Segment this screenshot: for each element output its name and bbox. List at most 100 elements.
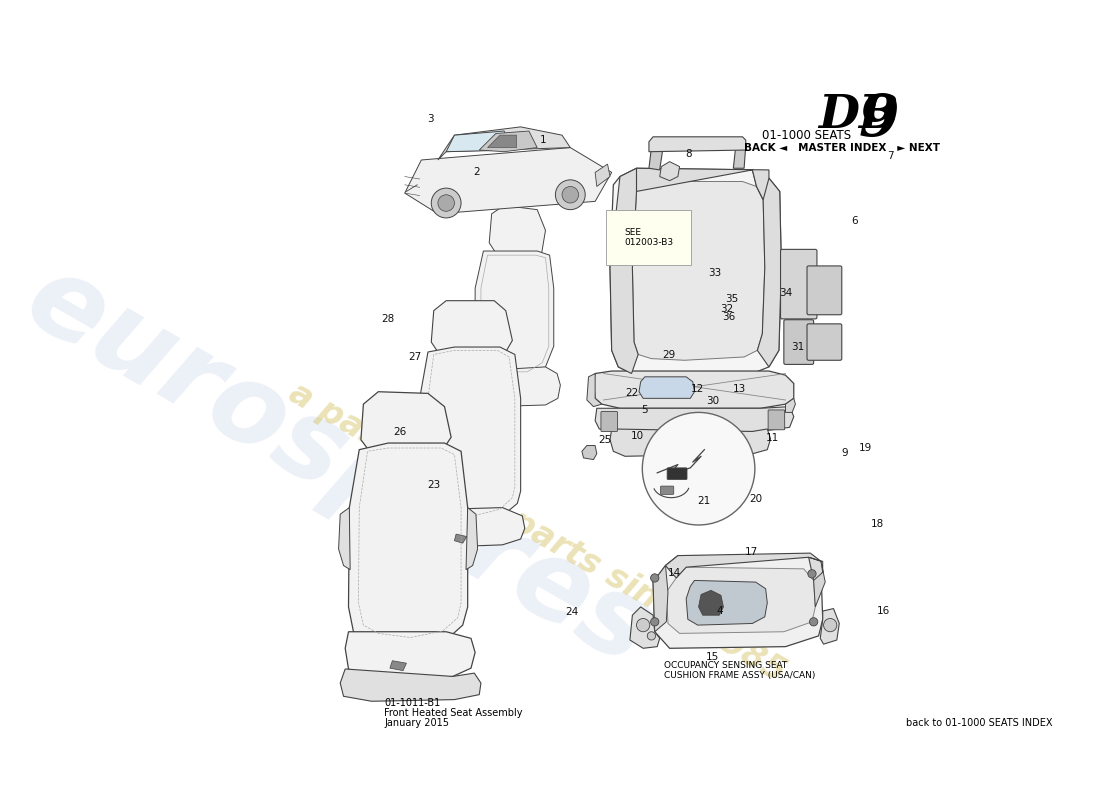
Polygon shape bbox=[454, 534, 466, 543]
Text: 3: 3 bbox=[428, 114, 435, 124]
FancyBboxPatch shape bbox=[807, 324, 842, 360]
Polygon shape bbox=[417, 507, 525, 547]
Text: 9: 9 bbox=[842, 448, 848, 458]
Polygon shape bbox=[686, 581, 768, 625]
Polygon shape bbox=[587, 374, 602, 406]
Text: 16: 16 bbox=[877, 606, 890, 615]
Text: 2: 2 bbox=[473, 166, 480, 177]
Polygon shape bbox=[653, 555, 823, 648]
Polygon shape bbox=[345, 632, 475, 680]
Polygon shape bbox=[660, 162, 680, 181]
Polygon shape bbox=[339, 507, 350, 570]
Circle shape bbox=[824, 618, 837, 632]
Text: a passion for parts since 1985: a passion for parts since 1985 bbox=[283, 376, 791, 689]
FancyBboxPatch shape bbox=[807, 266, 842, 314]
Text: 35: 35 bbox=[726, 294, 739, 304]
Polygon shape bbox=[447, 131, 513, 152]
FancyBboxPatch shape bbox=[768, 410, 784, 430]
Polygon shape bbox=[734, 145, 746, 168]
Text: 01-1000 SEATS: 01-1000 SEATS bbox=[761, 129, 850, 142]
Text: eurospares: eurospares bbox=[8, 244, 670, 688]
Circle shape bbox=[650, 618, 659, 626]
Text: Front Heated Seat Assembly: Front Heated Seat Assembly bbox=[384, 708, 522, 718]
Text: 6: 6 bbox=[851, 216, 858, 226]
Circle shape bbox=[637, 618, 650, 632]
Text: 33: 33 bbox=[708, 268, 722, 278]
Polygon shape bbox=[361, 392, 451, 466]
Polygon shape bbox=[389, 661, 406, 670]
Polygon shape bbox=[785, 398, 795, 413]
Polygon shape bbox=[649, 137, 746, 152]
Text: 01-1011-B1: 01-1011-B1 bbox=[384, 698, 440, 708]
Polygon shape bbox=[610, 429, 771, 456]
Text: 23: 23 bbox=[427, 480, 440, 490]
Polygon shape bbox=[637, 168, 769, 200]
Text: 19: 19 bbox=[858, 442, 871, 453]
Text: OCCUPANCY SENSING SEAT
CUSHION FRAME ASSY (USA/CAN): OCCUPANCY SENSING SEAT CUSHION FRAME ASS… bbox=[663, 661, 815, 680]
Polygon shape bbox=[475, 251, 553, 379]
FancyBboxPatch shape bbox=[667, 468, 688, 479]
Text: 34: 34 bbox=[779, 288, 792, 298]
Text: 21: 21 bbox=[697, 496, 711, 506]
Text: 25: 25 bbox=[598, 435, 612, 446]
Polygon shape bbox=[409, 433, 421, 478]
Polygon shape bbox=[821, 609, 839, 644]
Text: 7: 7 bbox=[888, 151, 894, 162]
Polygon shape bbox=[466, 507, 477, 570]
Polygon shape bbox=[632, 182, 764, 360]
Circle shape bbox=[807, 570, 816, 578]
Circle shape bbox=[650, 574, 659, 582]
Text: 36: 36 bbox=[722, 311, 735, 322]
Polygon shape bbox=[340, 669, 481, 702]
Text: 4: 4 bbox=[716, 606, 723, 615]
Text: 32: 32 bbox=[720, 304, 734, 314]
Text: 22: 22 bbox=[626, 388, 639, 398]
Polygon shape bbox=[438, 127, 570, 160]
Text: 18: 18 bbox=[870, 519, 883, 530]
Polygon shape bbox=[473, 367, 560, 406]
Polygon shape bbox=[649, 147, 663, 170]
Text: 15: 15 bbox=[705, 652, 718, 662]
Polygon shape bbox=[639, 377, 694, 398]
Polygon shape bbox=[595, 164, 610, 186]
Text: 26: 26 bbox=[394, 427, 407, 438]
Text: 8: 8 bbox=[685, 149, 692, 158]
Polygon shape bbox=[666, 553, 823, 582]
Text: January 2015: January 2015 bbox=[384, 718, 449, 728]
Polygon shape bbox=[610, 168, 781, 377]
Text: 31: 31 bbox=[791, 342, 804, 352]
Polygon shape bbox=[431, 301, 513, 367]
Circle shape bbox=[810, 618, 817, 626]
Polygon shape bbox=[653, 566, 668, 632]
Text: 1: 1 bbox=[539, 135, 546, 146]
Polygon shape bbox=[667, 567, 815, 634]
FancyBboxPatch shape bbox=[784, 320, 814, 365]
Circle shape bbox=[556, 180, 585, 210]
Text: 20: 20 bbox=[749, 494, 762, 504]
Circle shape bbox=[562, 186, 579, 203]
Polygon shape bbox=[698, 590, 724, 615]
Polygon shape bbox=[630, 607, 660, 648]
Polygon shape bbox=[808, 558, 825, 607]
Text: back to 01-1000 SEATS INDEX: back to 01-1000 SEATS INDEX bbox=[905, 718, 1052, 728]
Text: 27: 27 bbox=[408, 352, 421, 362]
Text: DB: DB bbox=[818, 92, 900, 138]
Polygon shape bbox=[594, 371, 794, 408]
Text: 12: 12 bbox=[691, 385, 704, 394]
Polygon shape bbox=[420, 347, 520, 522]
Text: 24: 24 bbox=[565, 607, 579, 617]
Polygon shape bbox=[480, 131, 537, 152]
Text: SEE
012003-B3: SEE 012003-B3 bbox=[624, 228, 673, 247]
Text: 17: 17 bbox=[745, 547, 758, 558]
FancyBboxPatch shape bbox=[601, 411, 617, 431]
Text: 30: 30 bbox=[706, 396, 719, 406]
Circle shape bbox=[647, 632, 656, 640]
Text: BACK ◄   MASTER INDEX   ► NEXT: BACK ◄ MASTER INDEX ► NEXT bbox=[744, 143, 940, 154]
Polygon shape bbox=[582, 446, 597, 459]
Polygon shape bbox=[752, 170, 781, 367]
Text: 13: 13 bbox=[733, 385, 746, 394]
Text: 28: 28 bbox=[382, 314, 395, 324]
Text: 14: 14 bbox=[668, 569, 682, 578]
Polygon shape bbox=[610, 168, 638, 374]
Polygon shape bbox=[490, 206, 546, 263]
